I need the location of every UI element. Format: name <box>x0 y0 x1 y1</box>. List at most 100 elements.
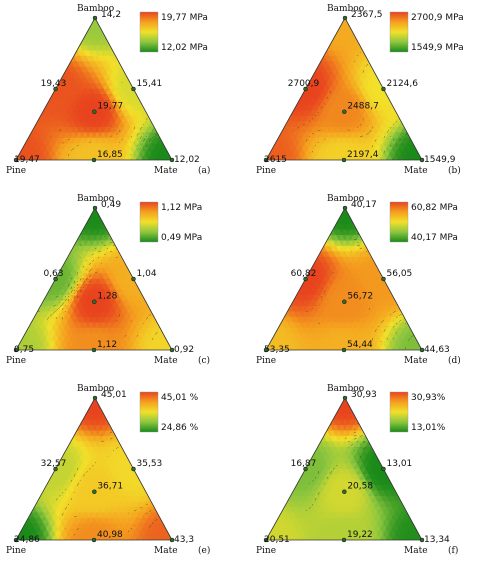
legend-min-label: 24,86 % <box>161 423 199 433</box>
point-value-label: 14,2 <box>101 10 121 20</box>
design-point <box>419 347 425 353</box>
design-point <box>92 205 98 211</box>
point-value-label: 54,44 <box>347 340 373 350</box>
vertex-label-right: Mate <box>154 356 178 366</box>
ternary-panel-b: 2367,5 2700,9 2488,7 2124,6 2615 2197,4 1549,9… <box>250 0 499 190</box>
legend-max-label: 2700,9 MPa <box>411 13 464 23</box>
ternary-contour-svg: 2367,5 2700,9 2488,7 2124,6 2615 2197,4 1549,9… <box>256 4 464 176</box>
design-point <box>169 537 175 543</box>
point-value-label: 2488,7 <box>347 102 379 112</box>
legend-min-label: 13,01% <box>411 423 446 433</box>
point-value-label: 2700,9 <box>288 79 320 89</box>
point-value-label: 32,57 <box>41 459 67 469</box>
design-point <box>341 157 347 163</box>
panel-tag: (c) <box>198 355 210 366</box>
ternary-contour-svg: 0,49 0,63 1,28 1,04 0,75 1,12 0,92 Bamboo Pine Ma… <box>6 194 210 366</box>
point-value-label: 12,02 <box>174 155 200 165</box>
contour-field <box>16 18 172 160</box>
panel-tag: (b) <box>448 165 461 176</box>
legend-max-label: 30,93% <box>411 393 446 403</box>
point-value-label: 20,51 <box>264 535 290 545</box>
design-point <box>263 537 269 543</box>
point-value-label: 19,77 <box>97 102 123 112</box>
design-point <box>91 537 97 543</box>
ternary-panel-d: 40,17 60,82 56,72 56,05 53,35 54,44 44,63 Bambo… <box>250 190 499 380</box>
design-point <box>263 347 269 353</box>
point-value-label: 1,12 <box>97 340 117 350</box>
legend-max-label: 19,77 MPa <box>161 13 208 23</box>
vertex-label-left: Pine <box>256 546 276 556</box>
point-value-label: 60,82 <box>291 269 317 279</box>
vertex-label-right: Mate <box>404 356 428 366</box>
point-value-label: 13,34 <box>424 535 450 545</box>
ternary-contour-svg: 40,17 60,82 56,72 56,05 53,35 54,44 44,63 Bambo… <box>256 194 461 366</box>
design-point <box>92 15 98 21</box>
point-value-label: 2197,4 <box>347 150 379 160</box>
vertex-label-left: Pine <box>6 166 26 176</box>
design-point <box>91 157 97 163</box>
legend-max-label: 45,01 % <box>161 393 199 403</box>
panel-tag: (e) <box>198 545 210 556</box>
point-value-label: 56,72 <box>347 292 373 302</box>
design-point <box>53 86 58 92</box>
design-point <box>92 489 97 494</box>
point-value-label: 15,41 <box>137 79 163 89</box>
design-point <box>131 86 136 92</box>
color-legend-bar <box>139 201 159 243</box>
point-value-label: 45,01 <box>101 390 127 400</box>
design-point <box>342 15 348 21</box>
vertex-label-right: Mate <box>404 166 428 176</box>
ternary-contour-svg: 45,01 32,57 36,71 35,53 24,86 40,98 43,3 Bamboo… <box>6 384 210 556</box>
color-legend-bar <box>139 11 159 53</box>
vertex-label-top: Bamboo <box>327 384 364 394</box>
point-value-label: 19,47 <box>14 155 40 165</box>
panel-tag: (a) <box>198 165 210 176</box>
panel-tag: (f) <box>448 545 458 556</box>
vertex-label-top: Bamboo <box>327 4 364 14</box>
point-value-label: 43,3 <box>174 535 194 545</box>
point-value-label: 13,01 <box>387 459 413 469</box>
design-point <box>342 109 347 114</box>
design-point <box>419 157 425 163</box>
point-value-label: 35,53 <box>137 459 163 469</box>
contour-field <box>16 398 172 540</box>
design-point <box>342 395 348 401</box>
point-value-label: 20,58 <box>347 482 373 492</box>
legend-min-label: 12,02 MPa <box>161 43 208 53</box>
design-point <box>53 466 58 472</box>
point-value-label: 19,43 <box>41 79 67 89</box>
point-value-label: 2367,5 <box>351 10 383 20</box>
design-point <box>342 205 348 211</box>
design-point <box>341 347 347 353</box>
point-value-label: 19,22 <box>347 530 373 540</box>
design-point <box>92 109 97 114</box>
vertex-label-top: Bamboo <box>327 194 364 204</box>
design-point <box>169 157 175 163</box>
vertex-label-left: Pine <box>6 546 26 556</box>
design-point <box>13 347 19 353</box>
ternary-panel-a: 14,2 19,43 19,77 15,41 19,47 16,85 12,02 Bamboo… <box>0 0 249 190</box>
vertex-label-left: Pine <box>256 166 276 176</box>
ternary-contour-svg: 14,2 19,43 19,77 15,41 19,47 16,85 12,02 Bamboo… <box>6 4 210 176</box>
point-value-label: 1,28 <box>97 292 117 302</box>
ternary-contour-svg: 30,93 16,87 20,58 13,01 20,51 19,22 13,34 Bambo… <box>256 384 458 556</box>
design-point <box>263 157 269 163</box>
ternary-panel-f: 30,93 16,87 20,58 13,01 20,51 19,22 13,34 Bambo… <box>250 380 499 570</box>
design-point <box>419 537 425 543</box>
point-value-label: 56,05 <box>387 269 413 279</box>
vertex-label-right: Mate <box>154 166 178 176</box>
design-point <box>303 466 308 472</box>
color-legend-bar <box>389 391 409 433</box>
design-point <box>381 86 386 92</box>
design-point <box>342 299 347 304</box>
point-value-label: 0,63 <box>43 269 63 279</box>
color-legend-bar <box>139 391 159 433</box>
design-point <box>303 86 308 92</box>
legend-max-label: 1,12 MPa <box>161 203 202 213</box>
ternary-panel-c: 0,49 0,63 1,28 1,04 0,75 1,12 0,92 Bamboo Pine Ma… <box>0 190 249 380</box>
point-value-label: 0,75 <box>14 345 34 355</box>
point-value-label: 30,93 <box>351 390 377 400</box>
design-point <box>381 276 386 282</box>
legend-min-label: 0,49 MPa <box>161 233 202 243</box>
